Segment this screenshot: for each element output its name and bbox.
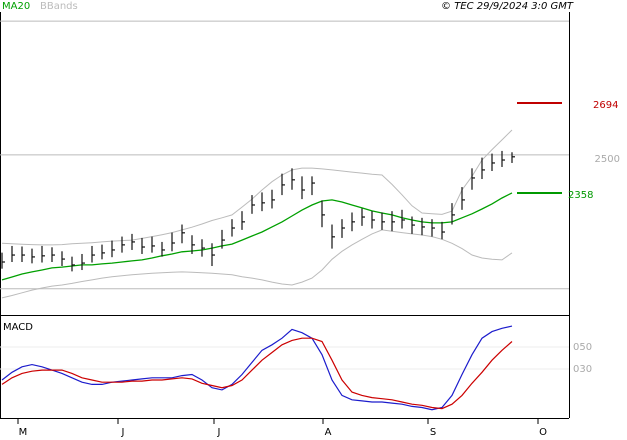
- macd-line: [1, 337, 513, 410]
- macd-title: MACD: [3, 322, 33, 333]
- x-tick-label: A: [325, 427, 332, 438]
- level-label: 2358: [568, 190, 593, 201]
- y-tick-label: 030: [573, 364, 592, 375]
- legend-ma: MA20: [2, 1, 30, 12]
- x-tick-label: J: [121, 427, 125, 438]
- credit: © TEC 29/9/2024 3:0 GMT: [441, 1, 574, 12]
- x-tick-label: O: [539, 427, 547, 438]
- x-tick-label: J: [217, 427, 221, 438]
- legend-bbands: BBands: [40, 1, 78, 12]
- y-tick-label: 2500: [595, 154, 620, 165]
- ma20-line: [1, 192, 513, 281]
- x-tick-label: S: [430, 427, 436, 438]
- level-label: 2694: [593, 100, 618, 111]
- macd-line: [1, 325, 513, 411]
- bband-lower: [1, 229, 513, 299]
- y-tick-label: 050: [573, 342, 592, 353]
- bband-upper: [1, 129, 513, 246]
- x-tick-label: M: [19, 427, 28, 438]
